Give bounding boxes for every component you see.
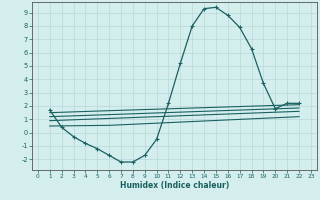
X-axis label: Humidex (Indice chaleur): Humidex (Indice chaleur) bbox=[120, 181, 229, 190]
